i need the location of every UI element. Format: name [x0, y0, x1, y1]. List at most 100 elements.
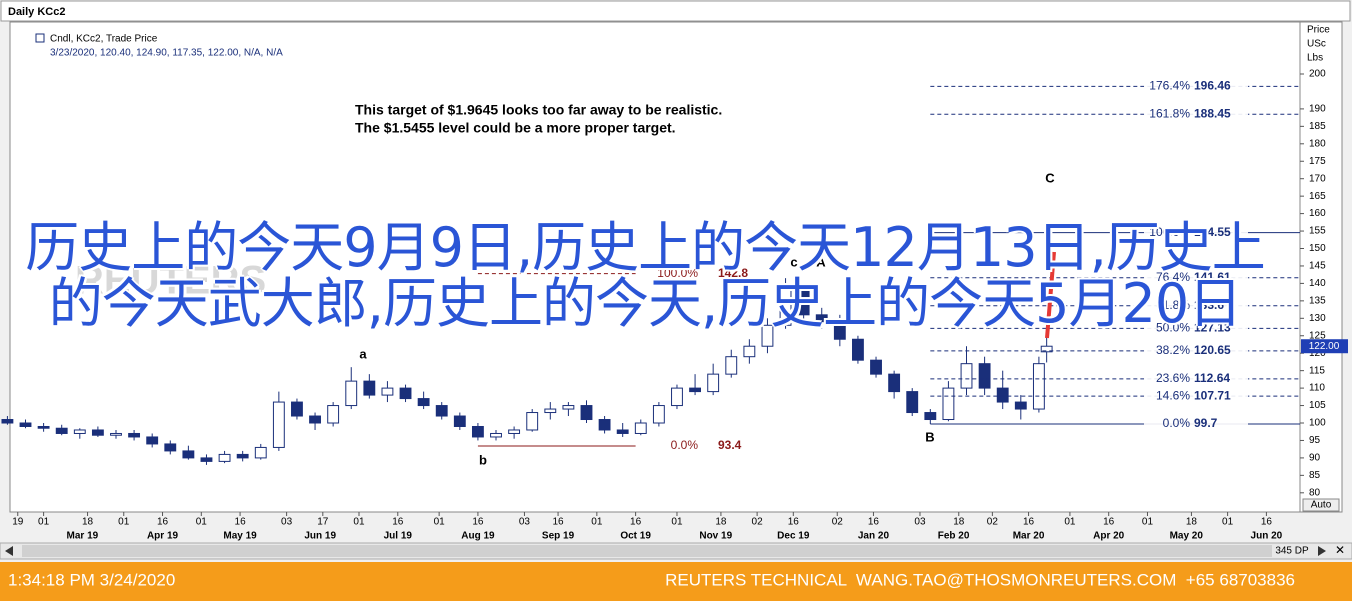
y-tick-label: 85 — [1309, 470, 1321, 481]
y-tick-label: 140 — [1309, 278, 1326, 289]
series-line: Cndl, KCc2, Trade Price — [50, 34, 158, 45]
fib-value: 93.4 — [718, 438, 742, 452]
fib-pct: 76.4% — [1156, 270, 1190, 284]
fib-label-bg — [1144, 107, 1248, 122]
month-label: Apr 19 — [147, 531, 179, 542]
x-tick-label: 02 — [752, 517, 764, 528]
plot: 80 85 90 95 100 105 110 115 120 125 130 135 140 145 15… — [1, 69, 1348, 542]
auto-button[interactable] — [1302, 498, 1340, 512]
y-tick-label: 105 — [1309, 400, 1326, 411]
x-tick-label: 16 — [868, 517, 880, 528]
fib-label-bg — [652, 266, 772, 281]
candle-body — [978, 363, 991, 389]
x-tick-label: 18 — [82, 517, 94, 528]
fib-value: 112.64 — [1194, 371, 1230, 385]
candle-body — [55, 427, 68, 434]
candle-body — [1032, 363, 1045, 410]
candle-body — [399, 387, 412, 400]
watermark: REUTERS — [75, 259, 266, 303]
wave-label: b — [479, 452, 487, 467]
candle-body — [870, 359, 882, 375]
candle-body — [616, 429, 629, 434]
month-label: Mar 19 — [67, 531, 99, 542]
candle-body — [272, 401, 285, 448]
window-title: Daily KCc2 — [8, 6, 65, 18]
y-tick-label: 170 — [1309, 173, 1326, 184]
candle-body — [526, 412, 539, 431]
close-button[interactable]: ✕ — [1335, 543, 1345, 557]
month-label: Apr 20 — [1093, 531, 1125, 542]
x-tick-label: 19 — [12, 517, 24, 528]
candle-body — [200, 457, 213, 462]
fib-label-bg — [1144, 417, 1248, 432]
fib-label-bg — [1144, 270, 1248, 285]
fib-value: 127.13 — [1194, 320, 1231, 334]
y-tick-label: 80 — [1309, 487, 1321, 498]
candle-body — [707, 373, 720, 393]
trend-line — [1045, 251, 1056, 339]
x-tick-label: 03 — [914, 517, 926, 528]
y-tick-label: 110 — [1309, 383, 1325, 394]
fib-value: 142.8 — [718, 266, 748, 280]
scroll-label: 345 DP — [1275, 546, 1309, 557]
wave-label: c — [790, 254, 797, 269]
month-label: Jun 20 — [1251, 531, 1283, 542]
scroll-right[interactable] — [1318, 546, 1326, 556]
y-tick-label: 155 — [1309, 226, 1326, 237]
last-price-label: 122.00 — [1309, 341, 1340, 352]
candle-body — [906, 391, 919, 414]
fib-value: 107.71 — [1194, 388, 1231, 402]
candle-body — [146, 436, 159, 445]
wave-label: a — [359, 346, 367, 361]
candle-body — [417, 398, 430, 407]
y-tick-label: 160 — [1309, 208, 1326, 219]
fib-label-bg — [1144, 321, 1248, 336]
fib-pct: 14.6% — [1156, 388, 1190, 402]
wave-label: A — [816, 254, 826, 269]
x-tick-label: 16 — [552, 517, 564, 528]
candle-body — [110, 432, 122, 436]
auto-label[interactable]: Auto — [1311, 500, 1332, 511]
fib-value: 133.6 — [1194, 298, 1224, 312]
candle-body — [164, 443, 177, 452]
y-tick-label: 100 — [1309, 418, 1326, 429]
candle-body — [19, 422, 32, 427]
x-tick-label: 01 — [671, 517, 683, 528]
footer-bar — [0, 562, 1352, 601]
footer-time: 1:34:18 PM 3/24/2020 — [8, 570, 175, 589]
month-label: Dec 19 — [777, 531, 810, 542]
y-tick-label: 95 — [1309, 435, 1321, 446]
x-tick-label: 01 — [1142, 517, 1154, 528]
candle-body — [254, 446, 267, 459]
month-label: Aug 19 — [461, 531, 495, 542]
fib-label-bg — [1144, 79, 1248, 94]
overlay-text: 历史上的今天9月9日,历史上的今天12月13日,历史上的今天武大郎,历史上的今天… — [25, 216, 1265, 335]
scroll-left[interactable] — [5, 546, 13, 556]
scroll-thumb[interactable] — [22, 545, 1272, 557]
fib-value: 120.65 — [1194, 343, 1231, 357]
price-axis — [1299, 21, 1343, 513]
fib-pct: 38.2% — [1156, 343, 1190, 357]
month-label: Jul 19 — [384, 531, 413, 542]
x-tick-label: 16 — [472, 517, 484, 528]
fib-value: 196.46 — [1194, 79, 1231, 93]
candle-body — [960, 363, 973, 389]
candle-body — [1014, 401, 1027, 410]
candle-body — [942, 387, 955, 421]
candle-body — [345, 380, 358, 407]
candle-body — [598, 419, 611, 431]
fib-label-bg — [1144, 371, 1248, 386]
x-tick-label: 16 — [392, 517, 404, 528]
candle-body — [91, 429, 104, 436]
x-tick-label: 16 — [1103, 517, 1115, 528]
candle-body — [435, 405, 448, 417]
candle-body — [996, 387, 1009, 403]
fib-label-bg — [1144, 225, 1248, 240]
y-tick-label: 150 — [1309, 243, 1326, 254]
x-tick-label: 16 — [788, 517, 800, 528]
month-label: Mar 20 — [1013, 531, 1045, 542]
y-tick-label: 190 — [1309, 104, 1326, 115]
x-tick-label: 01 — [1222, 517, 1234, 528]
candle-body — [218, 453, 231, 462]
